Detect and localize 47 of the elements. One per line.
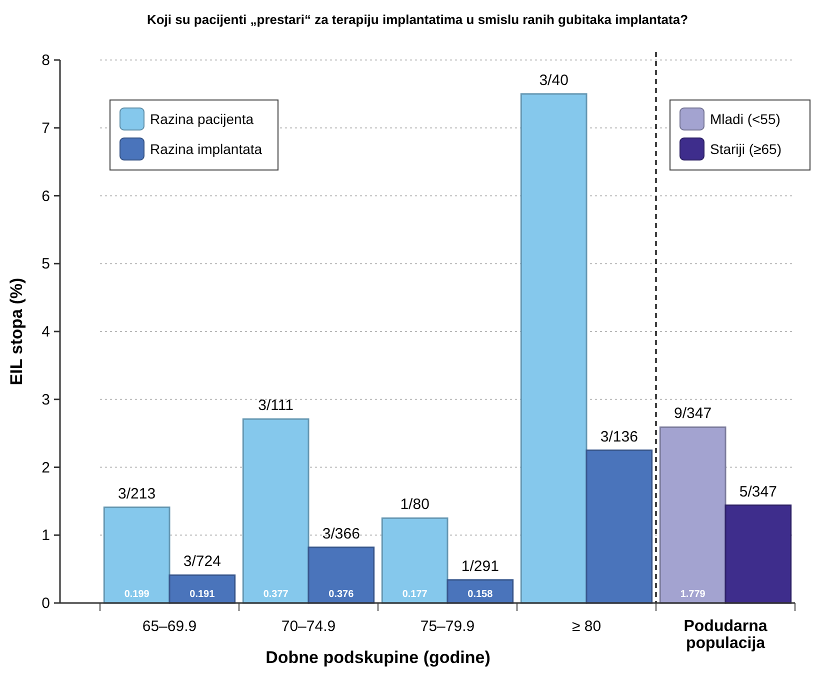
data-label: 3/213: [118, 485, 156, 502]
legend-label: Mladi (<55): [710, 111, 780, 127]
annotation: 0.158: [468, 589, 494, 600]
y-tick-label: 4: [42, 324, 50, 340]
y-tick-label: 6: [42, 188, 50, 205]
y-tick-label: 7: [42, 120, 50, 137]
bar: [103, 506, 170, 604]
x-tick-label: ≥ 80: [572, 618, 602, 635]
data-label: 1/291: [461, 558, 499, 575]
x-tick-label: 75–79.9: [420, 618, 475, 635]
y-tick-label: 0: [42, 595, 50, 612]
bar: [381, 517, 448, 604]
bar: [586, 450, 653, 604]
y-axis-title: EIL stopa (%): [7, 278, 26, 386]
data-label: 3/366: [322, 525, 360, 542]
annotation: 0.191: [190, 589, 216, 600]
data-label: 5/347: [739, 483, 777, 500]
x-axis-title: Dobne podskupine (godine): [266, 648, 490, 667]
y-tick-label: 3: [42, 391, 50, 408]
annotation: 0.376: [328, 589, 354, 600]
y-tick-label: 1: [42, 527, 50, 544]
bar: [724, 504, 792, 604]
x-tick-label: Podudarna populacija: [684, 618, 768, 652]
bar: [242, 418, 310, 604]
data-label: 3/111: [258, 397, 294, 414]
annotation: 0.177: [402, 589, 428, 600]
bar: [168, 574, 236, 604]
y-tick-label: 8: [42, 52, 50, 69]
bar: [308, 546, 375, 604]
bar: [659, 426, 726, 604]
data-label: 3/40: [539, 72, 568, 89]
annotation: 0.199: [124, 589, 150, 600]
data-label: 1/80: [400, 496, 430, 514]
chart-title: Koji su pacijenti „prestari“ za terapiju implantatima u smislu ranih gubitaka implantata?: [146, 12, 688, 27]
data-label: 3/724: [183, 553, 221, 570]
annotation: 0.377: [263, 589, 289, 600]
bar: [520, 93, 588, 604]
data-label: 9/347: [674, 405, 712, 422]
x-tick-label: 70–74.9: [281, 618, 336, 635]
data-label: 3/136: [600, 428, 638, 446]
x-tick-label: 65–69.9: [142, 618, 197, 635]
legend-label: Stariji (≥65): [710, 141, 782, 157]
y-tick-label: 2: [42, 459, 50, 476]
annotation: 1.779: [680, 589, 706, 600]
legend-label: Razina pacijenta: [150, 111, 254, 127]
legend-label: Razina implantata: [150, 141, 262, 157]
y-tick-label: 5: [42, 256, 50, 273]
